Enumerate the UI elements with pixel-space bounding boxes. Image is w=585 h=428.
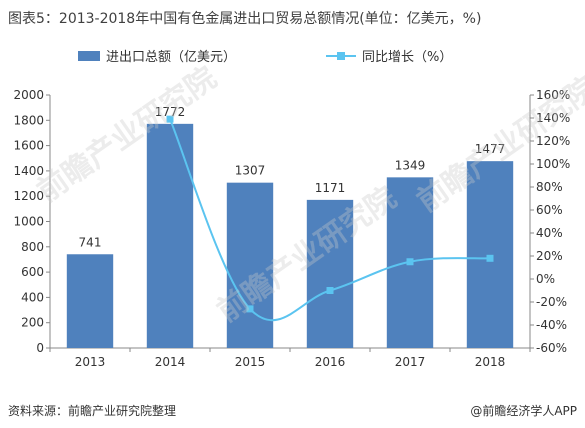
right-tick-label: 0% (536, 272, 555, 286)
legend-line-label: 同比增长（%） (362, 50, 453, 65)
growth-line (166, 115, 494, 322)
bar-value-label: 1171 (315, 181, 346, 195)
left-tick-label: 200 (21, 316, 44, 330)
left-tick-label: 1600 (13, 139, 44, 153)
bar-value-label: 1477 (475, 142, 506, 156)
left-tick-label: 1000 (13, 215, 44, 229)
legend-bar-label: 进出口总额（亿美元） (106, 50, 237, 65)
left-tick-label: 1800 (13, 113, 44, 127)
right-tick-label: 20% (536, 249, 563, 263)
left-tick-label: 800 (21, 240, 44, 254)
bars (66, 123, 514, 348)
labels: 741 1772 1307 1171 1349 1477 (79, 105, 506, 249)
right-tick-label: 160% (536, 88, 570, 102)
axes: 0 200 400 600 800 1000 1200 1400 1600 1800 2000 -60… (13, 88, 570, 369)
legend-item-bar: 进出口总额（亿美元） (78, 46, 236, 65)
left-tick-label: 600 (21, 265, 44, 279)
right-tick-label: 80% (536, 180, 563, 194)
x-tick-label: 2014 (155, 355, 186, 369)
x-tick-label: 2016 (315, 355, 346, 369)
right-tick-label: 100% (536, 157, 570, 171)
source-note: 资料来源：前瞻产业研究院整理 (8, 404, 177, 418)
bar-value-label: 1349 (395, 158, 426, 172)
right-tick-label: 60% (536, 203, 563, 217)
growth-point (406, 258, 414, 266)
x-tick-label: 2017 (395, 355, 426, 369)
left-tick-label: 400 (21, 290, 44, 304)
growth-point (326, 287, 334, 294)
x-tick-label: 2015 (235, 355, 266, 369)
bar (66, 254, 114, 348)
bar-value-label: 1772 (155, 105, 186, 119)
left-tick-label: 1200 (13, 189, 44, 203)
growth-line-path (169, 118, 491, 322)
legend-bar-swatch (78, 50, 100, 61)
left-tick-label: 0 (36, 341, 44, 355)
right-tick-label: 140% (536, 111, 570, 125)
legend-line-swatch (326, 51, 356, 61)
left-tick-label: 2000 (13, 88, 44, 102)
x-tick-label: 2013 (75, 355, 106, 369)
right-tick-label: 40% (536, 226, 563, 240)
growth-point (166, 115, 174, 123)
bar (466, 161, 514, 348)
bar (146, 123, 194, 348)
x-tick-label: 2018 (475, 355, 506, 369)
growth-point (486, 254, 494, 262)
bar-value-label: 1307 (235, 164, 266, 178)
right-tick-label: -40% (536, 318, 567, 332)
bar-value-label: 741 (79, 235, 102, 249)
legend-item-line: 同比增长（%） (326, 46, 452, 65)
bar (306, 199, 354, 348)
right-tick-label: -20% (536, 295, 567, 309)
right-tick-label: -60% (536, 341, 567, 355)
chart-title: 图表5：2013-2018年中国有色金属进出口贸易总额情况(单位：亿美元，%) (8, 11, 482, 27)
bar (226, 182, 274, 348)
right-tick-label: 120% (536, 134, 570, 148)
brand-note: @前瞻经济学人APP (470, 404, 577, 418)
growth-point (246, 305, 254, 313)
legend: 进出口总额（亿美元） 同比增长（%） (0, 46, 585, 66)
left-tick-label: 1400 (13, 164, 44, 178)
